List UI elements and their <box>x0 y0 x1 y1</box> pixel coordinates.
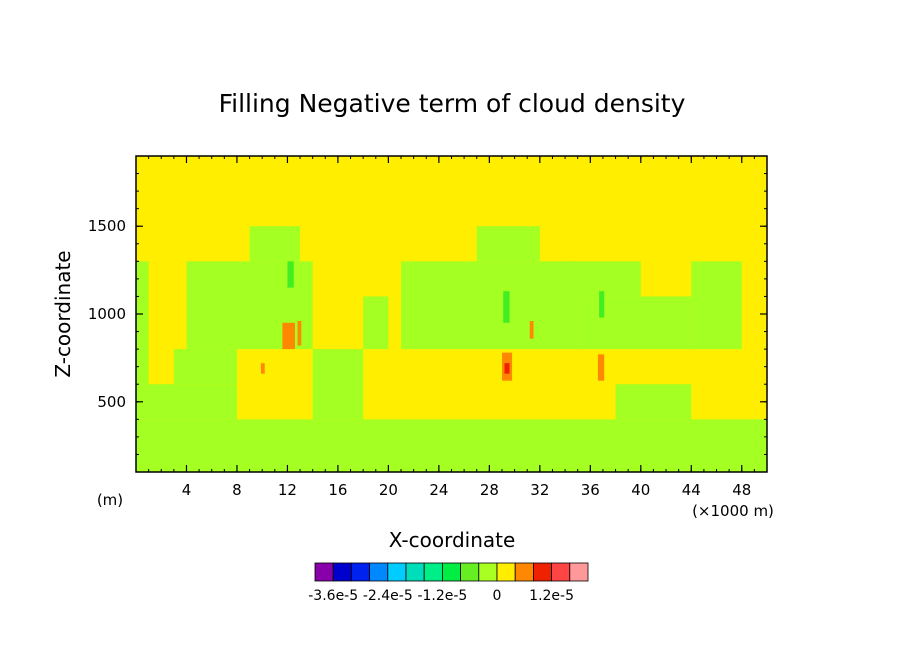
contour-region-20 <box>597 354 605 381</box>
plot-area <box>136 156 767 472</box>
contour-region-14 <box>287 261 294 288</box>
colorbar-swatch <box>478 562 498 582</box>
contour-region-11 <box>577 296 692 350</box>
x-tick-label: 36 <box>581 481 600 499</box>
x-unit-left: (m) <box>97 491 123 509</box>
colorbar-swatch <box>551 562 571 582</box>
x-tick-label: 40 <box>631 481 650 499</box>
contour-region-9 <box>476 226 540 262</box>
chart-title: Filling Negative term of cloud density <box>219 89 686 118</box>
contour-region-22 <box>529 321 534 339</box>
x-tick-label: 24 <box>429 481 448 499</box>
colorbar-swatch <box>332 562 352 582</box>
contour-region-18 <box>297 321 302 346</box>
contour-region-16 <box>599 291 605 318</box>
colorbar-swatch <box>387 562 407 582</box>
colorbar-swatch <box>569 562 589 582</box>
colorbar-swatch <box>441 562 461 582</box>
contour-region-13 <box>691 261 742 350</box>
contour-region-0 <box>136 419 767 472</box>
y-tick-label: 500 <box>97 393 126 411</box>
x-unit-right: (×1000 m) <box>692 502 774 520</box>
y-tick-label: 1500 <box>88 217 126 235</box>
colorbar-swatch <box>514 562 534 582</box>
contour-region-17 <box>282 322 296 350</box>
contour-region-5 <box>249 226 301 262</box>
colorbar-label: 1.2e-5 <box>529 588 574 604</box>
colorbar-swatch <box>405 562 425 582</box>
x-axis-label: X-coordinate <box>389 528 516 552</box>
colorbar-swatch <box>314 562 334 582</box>
x-axis: 4 8 12 16 20 24 28 32 36 40 44 48 <box>148 156 755 499</box>
x-tick-label: 8 <box>232 481 242 499</box>
contour-region-3 <box>173 349 237 385</box>
contour-region-8 <box>401 261 578 350</box>
colorbar-label: -1.2e-5 <box>417 588 467 604</box>
colorbar-swatch <box>460 562 480 582</box>
contour-region-6 <box>312 349 364 420</box>
contour-region-23 <box>504 363 510 374</box>
x-tick-label: 12 <box>278 481 297 499</box>
contour-region-15 <box>503 291 510 323</box>
colorbar-swatch <box>350 562 370 582</box>
colorbar-label: -3.6e-5 <box>308 588 358 604</box>
colorbar-swatch <box>423 562 443 582</box>
x-tick-label: 28 <box>480 481 499 499</box>
contour-region-1 <box>136 261 149 420</box>
y-tick-label: 1000 <box>88 305 126 323</box>
colorbar-swatch <box>496 562 516 582</box>
x-tick-label: 32 <box>530 481 549 499</box>
x-tick-label: 4 <box>182 481 192 499</box>
colorbar <box>314 562 589 582</box>
contour-region-21 <box>260 363 265 374</box>
colorbar-label: 0 <box>493 588 502 604</box>
x-tick-label: 16 <box>328 481 347 499</box>
x-tick-label: 44 <box>682 481 701 499</box>
contour-region-7 <box>363 296 389 350</box>
y-axis-label: Z-coordinate <box>51 250 75 377</box>
colorbar-swatch <box>369 562 389 582</box>
y-axis: 500 1000 1500 <box>88 173 767 455</box>
contour-region-10 <box>565 261 641 297</box>
colorbar-label: -2.4e-5 <box>363 588 413 604</box>
x-tick-label: 20 <box>379 481 398 499</box>
colorbar-labels: -3.6e-5 -2.4e-5 -1.2e-5 0 1.2e-5 <box>308 588 574 604</box>
colorbar-swatch <box>533 562 553 582</box>
x-tick-label: 48 <box>732 481 751 499</box>
contour-region-2 <box>148 384 237 420</box>
contour-region-12 <box>615 384 692 420</box>
